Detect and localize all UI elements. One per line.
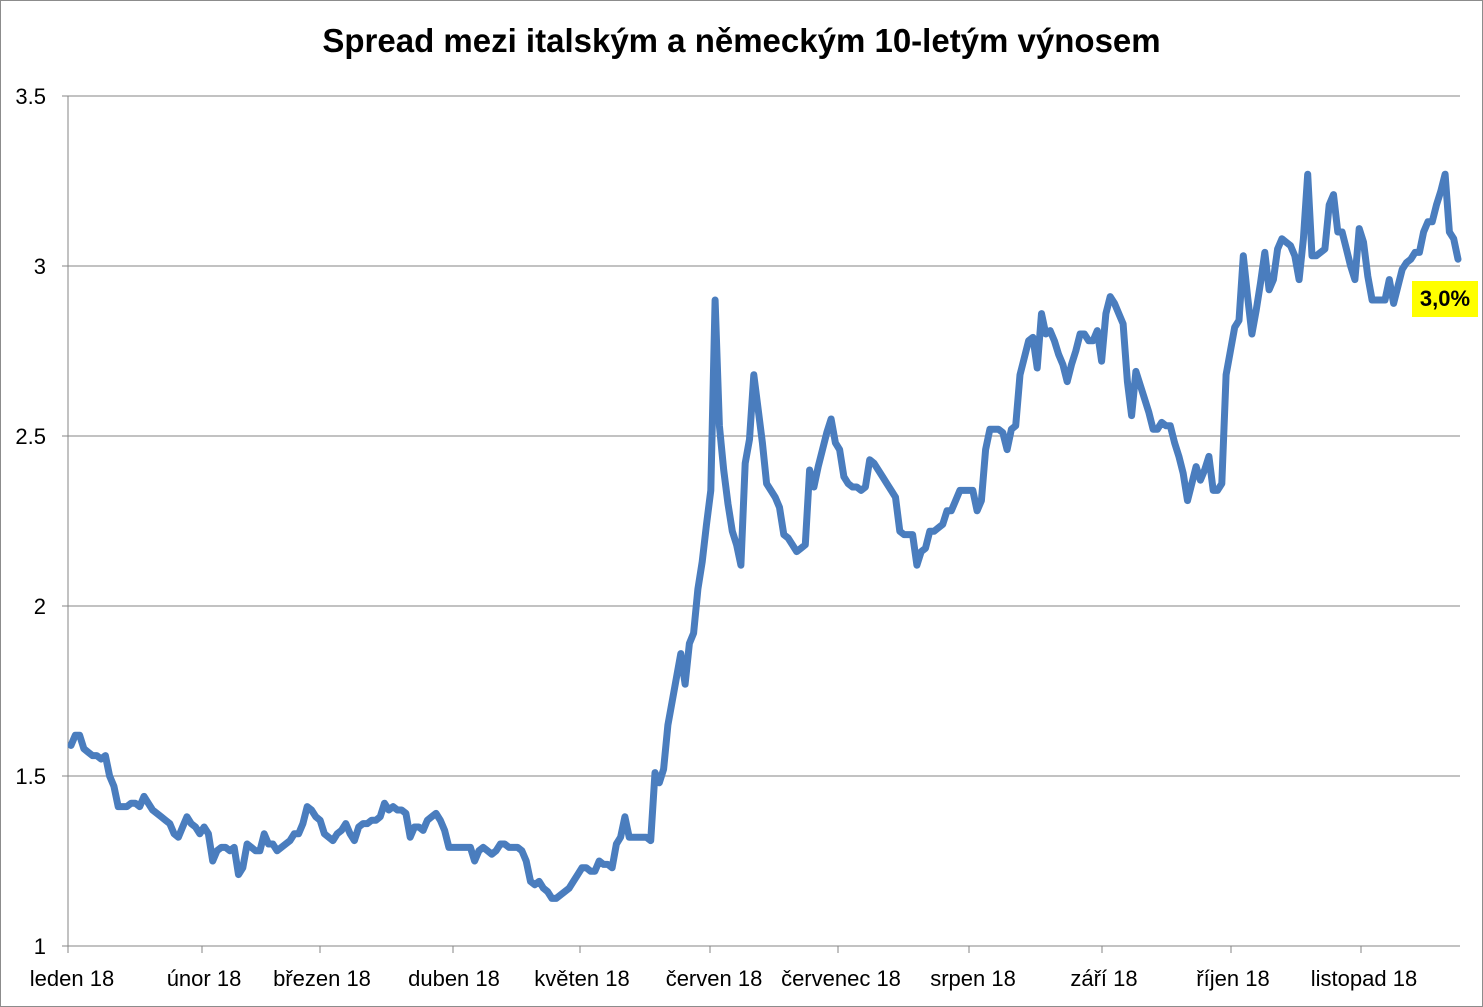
x-tick-label: říjen 18	[1196, 966, 1269, 991]
x-tick-label: duben 18	[408, 966, 500, 991]
x-tick-label: únor 18	[167, 966, 242, 991]
x-tick-label: červenec 18	[781, 966, 901, 991]
chart-title: Spread mezi italským a německým 10-letým…	[322, 22, 1161, 59]
x-tick-label: srpen 18	[930, 966, 1016, 991]
series-line-spread	[67, 170, 1462, 902]
last-value-label: 3,0%	[1412, 281, 1478, 317]
y-tick-label: 1	[34, 934, 46, 959]
x-tick-label: květen 18	[534, 966, 629, 991]
y-tick-label: 3.5	[15, 84, 46, 109]
y-tick-label: 2	[34, 594, 46, 619]
x-tick-label: březen 18	[273, 966, 371, 991]
y-tick-label: 2.5	[15, 424, 46, 449]
x-tick-label: červen 18	[666, 966, 763, 991]
y-tick-label: 1.5	[15, 764, 46, 789]
y-tick-label: 3	[34, 254, 46, 279]
x-tick-label: leden 18	[30, 966, 114, 991]
x-tick-label: listopad 18	[1311, 966, 1417, 991]
x-tick-label: září 18	[1070, 966, 1137, 991]
